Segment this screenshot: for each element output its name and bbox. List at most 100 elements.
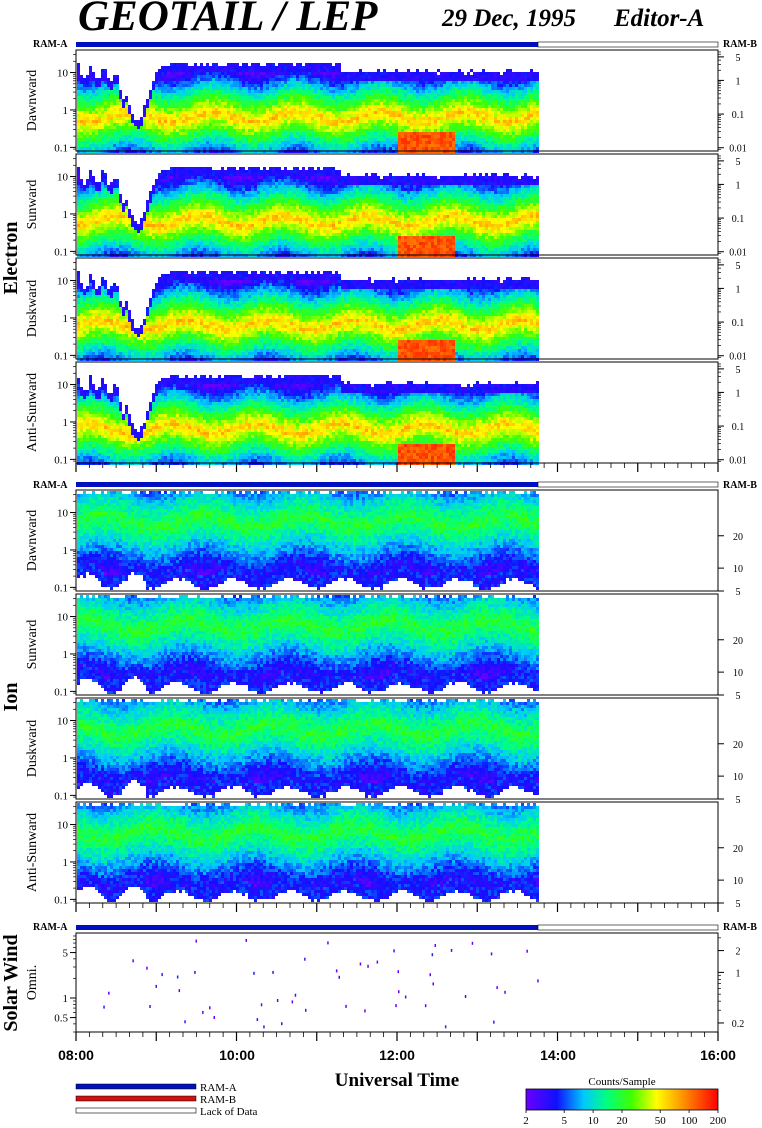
heatmap-cell <box>407 72 410 75</box>
heatmap-cell <box>536 102 539 105</box>
heatmap-cell <box>302 99 305 102</box>
heatmap-cell <box>389 93 392 96</box>
heatmap-cell <box>260 87 263 90</box>
heatmap-cell <box>80 90 83 93</box>
heatmap-cell <box>515 120 518 123</box>
heatmap-cell <box>95 132 98 135</box>
heatmap-cell <box>401 135 404 138</box>
heatmap-cell <box>182 72 185 75</box>
heatmap-cell <box>320 96 323 99</box>
heatmap-cell <box>512 84 515 87</box>
heatmap-cell <box>323 84 326 87</box>
heatmap-cell <box>185 96 188 99</box>
heatmap-cell <box>179 96 182 99</box>
heatmap-cell <box>476 123 479 126</box>
heatmap-cell <box>86 117 89 120</box>
heatmap-cell <box>332 72 335 75</box>
heatmap-cell <box>374 96 377 99</box>
heatmap-cell <box>407 132 410 135</box>
heatmap-cell <box>356 72 359 75</box>
heatmap-cell <box>113 132 116 135</box>
heatmap-cell <box>308 144 311 147</box>
heatmap-cell <box>323 120 326 123</box>
heatmap-cell <box>407 138 410 141</box>
heatmap-cell <box>428 132 431 135</box>
heatmap-cell <box>395 102 398 105</box>
heatmap-cell <box>77 111 80 114</box>
heatmap-cell <box>473 78 476 81</box>
heatmap-cell <box>116 99 119 102</box>
heatmap-cell <box>152 117 155 120</box>
heatmap-cell <box>317 84 320 87</box>
heatmap-cell <box>281 129 284 132</box>
heatmap-cell <box>260 84 263 87</box>
heatmap-cell <box>368 108 371 111</box>
heatmap-cell <box>410 81 413 84</box>
heatmap-cell <box>410 84 413 87</box>
heatmap-cell <box>86 96 89 99</box>
heatmap-cell <box>419 123 422 126</box>
heatmap-cell <box>95 84 98 87</box>
heatmap-cell <box>422 81 425 84</box>
heatmap-cell <box>170 105 173 108</box>
heatmap-cell <box>164 135 167 138</box>
heatmap-cell <box>533 147 536 150</box>
heatmap-cell <box>125 233 128 236</box>
heatmap-cell <box>284 120 287 123</box>
heatmap-cell <box>497 90 500 93</box>
heatmap-cell <box>437 129 440 132</box>
heatmap-cell <box>305 69 308 72</box>
heatmap-cell <box>197 141 200 144</box>
heatmap-cell <box>506 72 509 75</box>
heatmap-cell <box>311 129 314 132</box>
heatmap-cell <box>356 114 359 117</box>
heatmap-cell <box>251 147 254 150</box>
heatmap-cell <box>344 138 347 141</box>
heatmap-cell <box>470 75 473 78</box>
heatmap-cell <box>386 114 389 117</box>
heatmap-cell <box>401 105 404 108</box>
heatmap-cell <box>275 102 278 105</box>
heatmap-cell <box>305 75 308 78</box>
heatmap-cell <box>503 99 506 102</box>
heatmap-cell <box>158 129 161 132</box>
heatmap-cell <box>164 108 167 111</box>
heatmap-cell <box>335 120 338 123</box>
heatmap-cell <box>473 111 476 114</box>
heatmap-cell <box>170 111 173 114</box>
heatmap-cell <box>473 105 476 108</box>
heatmap-cell <box>455 72 458 75</box>
heatmap-cell <box>86 203 89 206</box>
heatmap-cell <box>383 135 386 138</box>
heatmap-cell <box>314 144 317 147</box>
heatmap-cell <box>470 69 473 72</box>
heatmap-cell <box>170 114 173 117</box>
heatmap-cell <box>452 141 455 144</box>
heatmap-cell <box>242 108 245 111</box>
heatmap-cell <box>401 84 404 87</box>
heatmap-cell <box>404 114 407 117</box>
heatmap-cell <box>494 99 497 102</box>
heatmap-cell <box>440 114 443 117</box>
heatmap-cell <box>173 123 176 126</box>
heatmap-cell <box>335 126 338 129</box>
heatmap-cell <box>98 87 101 90</box>
heatmap-cell <box>266 108 269 111</box>
heatmap-cell <box>446 81 449 84</box>
heatmap-cell <box>152 81 155 84</box>
heatmap-cell <box>140 141 143 144</box>
heatmap-cell <box>257 84 260 87</box>
heatmap-cell <box>407 111 410 114</box>
heatmap-cell <box>428 72 431 75</box>
heatmap-cell <box>521 138 524 141</box>
heatmap-cell <box>140 221 143 224</box>
heatmap-cell <box>146 102 149 105</box>
heatmap-cell <box>305 78 308 81</box>
heatmap-cell <box>335 99 338 102</box>
heatmap-cell <box>188 123 191 126</box>
heatmap-cell <box>371 81 374 84</box>
ram-b-label: RAM-B <box>723 39 757 50</box>
heatmap-cell <box>365 105 368 108</box>
heatmap-cell <box>320 99 323 102</box>
heatmap-cell <box>326 84 329 87</box>
